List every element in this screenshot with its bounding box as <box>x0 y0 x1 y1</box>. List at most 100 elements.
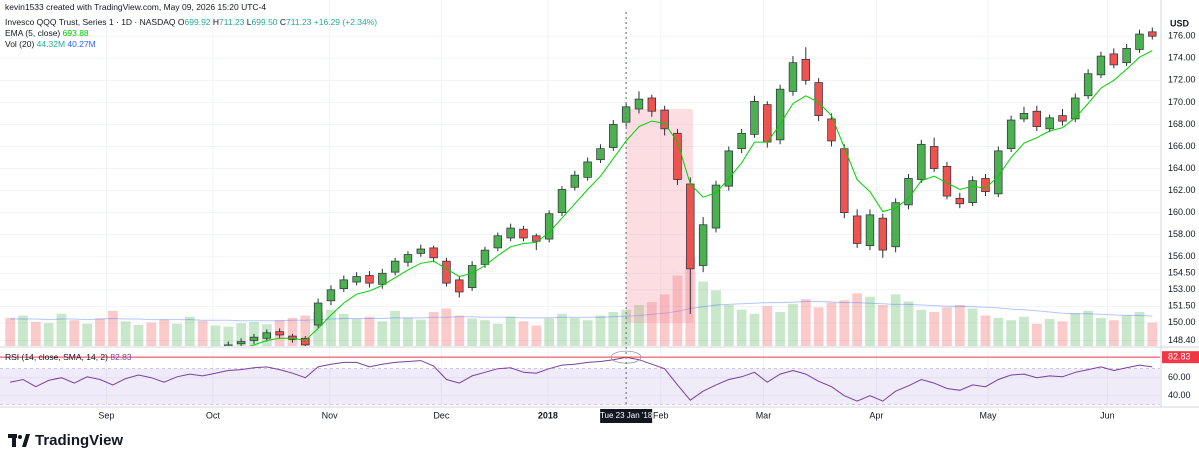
y-tick-label: 156.00 <box>1168 251 1196 261</box>
volume-bar <box>351 319 362 346</box>
x-tick-label: Mar <box>756 410 772 420</box>
y-tick-label: 164.00 <box>1168 163 1196 173</box>
volume-bar <box>954 304 965 346</box>
volume-bar <box>18 315 28 346</box>
volume-bar <box>146 322 157 346</box>
volume-bar <box>646 302 657 346</box>
candle-body <box>1019 113 1029 120</box>
volume-bar <box>1031 323 1042 346</box>
highlight-box <box>626 109 693 323</box>
volume-bar <box>415 319 426 346</box>
ema-line <box>249 50 1153 346</box>
candle-body <box>135 358 143 366</box>
candle-body <box>724 150 734 187</box>
y-tick-label: 166.00 <box>1168 141 1196 151</box>
volume-bar <box>30 321 41 346</box>
volume-bar <box>210 325 221 346</box>
volume-bar <box>480 320 490 346</box>
volume-bar <box>184 316 195 346</box>
candle-body <box>711 184 721 229</box>
volume-bar <box>582 320 593 346</box>
x-tick-label: 2018 <box>538 410 558 420</box>
y-tick-label: 162.00 <box>1168 185 1196 195</box>
x-tick-label: Nov <box>322 410 339 420</box>
volume-bar <box>877 304 888 346</box>
volume-bar <box>1006 320 1017 346</box>
volume-bar <box>775 312 786 346</box>
volume-bar <box>608 312 619 346</box>
candle-body <box>698 224 708 266</box>
x-tick-label: Apr <box>869 410 883 420</box>
candle-body <box>96 363 104 367</box>
candle-body <box>852 215 862 244</box>
volume-bar <box>967 308 978 346</box>
volume-bar <box>916 309 927 346</box>
volume-bar <box>929 312 940 346</box>
y-tick-label: 170.00 <box>1168 97 1196 107</box>
x-tick-label: Dec <box>433 410 450 420</box>
volume-bar <box>454 315 465 346</box>
rsi-tick-label: 40.00 <box>1168 390 1191 400</box>
candle-body <box>955 197 965 205</box>
candle-body <box>1148 31 1157 37</box>
candle-body <box>275 331 284 336</box>
y-tick-label: 154.50 <box>1168 268 1196 278</box>
volume-bar <box>672 275 683 346</box>
volume-bar <box>544 318 555 346</box>
candle-body <box>788 62 798 92</box>
candle-body <box>467 265 477 288</box>
axes: USD 148.40 150.00 151.50 153.00 154.50 156.00… <box>0 0 1199 420</box>
volume-bar <box>1019 316 1029 346</box>
candle-body <box>621 106 631 123</box>
candle-body <box>403 254 413 263</box>
volume-bar <box>377 321 388 346</box>
crosshair-label-box <box>600 409 653 423</box>
volume-bar <box>223 326 234 346</box>
x-tick-label: Sep <box>98 410 114 420</box>
candle-body <box>236 341 246 345</box>
volume-bar <box>287 317 298 346</box>
candle-body <box>557 189 567 213</box>
volume-bar <box>82 323 93 346</box>
candle-body <box>840 148 849 213</box>
candle-body <box>199 353 207 356</box>
volume-bar <box>800 299 811 346</box>
candle-body <box>929 146 939 169</box>
volume-bar <box>595 315 606 346</box>
candle-body <box>480 249 490 265</box>
volume-bar <box>467 318 478 346</box>
candle-body <box>288 335 297 340</box>
candle-body <box>416 248 426 254</box>
candle-body <box>58 366 66 368</box>
volume-bar <box>711 290 721 346</box>
candle-body <box>994 150 1003 195</box>
candle-body <box>1006 119 1016 150</box>
candle-body <box>429 247 438 259</box>
volume-ma-line <box>10 301 1153 322</box>
rsi-label: RSI (14, close, SMA, 14, 2) <box>5 352 108 362</box>
candle-body <box>673 132 682 180</box>
volume-bar <box>723 304 734 346</box>
candle-body <box>301 337 310 346</box>
volume-bar <box>634 304 644 346</box>
volume-bar <box>505 316 516 346</box>
candle-body <box>634 98 644 110</box>
volume-bar <box>69 320 80 346</box>
volume-bar <box>762 306 773 346</box>
volume-bar <box>698 281 709 346</box>
x-tick-label: Jun <box>1100 410 1115 420</box>
candle-body <box>544 213 554 240</box>
logo-text: TradingView <box>35 432 124 449</box>
ohlc-value: 699.92 <box>184 17 211 27</box>
ohlc-key: O <box>177 17 185 27</box>
crosshair-label: Tue 23 Jan '18 <box>600 411 653 420</box>
candle-body <box>878 217 888 251</box>
volume-bar <box>1070 313 1081 346</box>
grid <box>0 0 1160 407</box>
volume-bar <box>942 307 952 346</box>
candle-body <box>763 104 772 143</box>
candle-body <box>814 82 823 116</box>
ohlc-value: 711.23 <box>219 17 245 27</box>
volume-bar <box>839 300 850 346</box>
logo-icon <box>8 434 30 447</box>
